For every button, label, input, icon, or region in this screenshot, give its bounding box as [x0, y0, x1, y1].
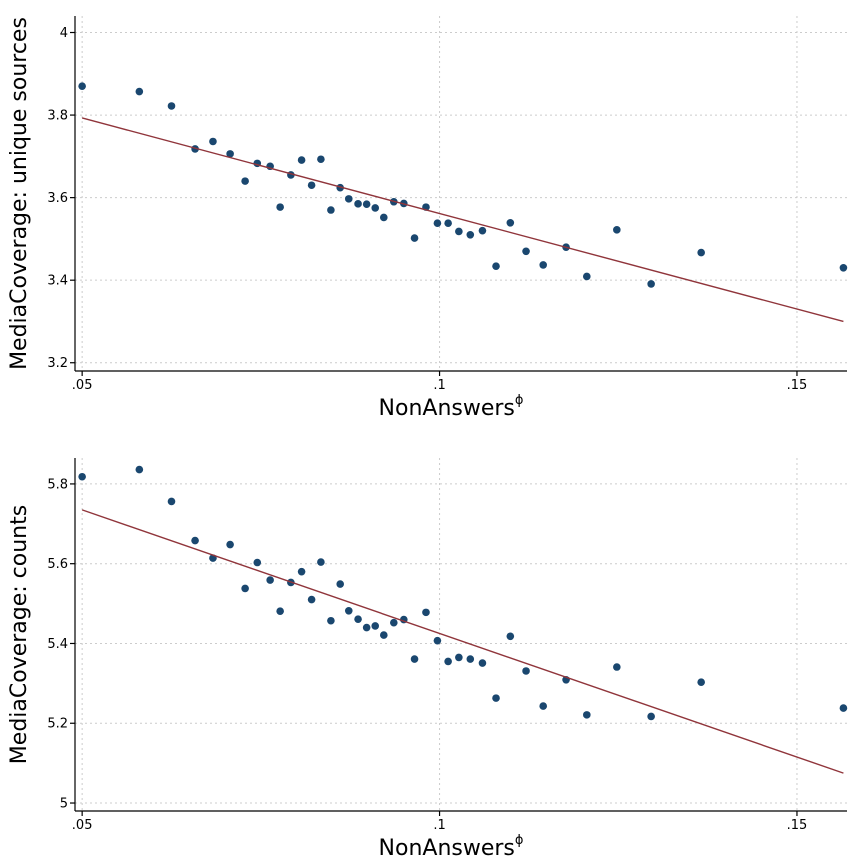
x-tick-label: .1	[433, 818, 445, 833]
data-point	[390, 618, 398, 627]
data-point	[371, 622, 380, 630]
data-point	[444, 657, 452, 666]
data-point	[647, 712, 655, 721]
data-point	[276, 607, 284, 615]
x-tick-label: .05	[72, 818, 93, 833]
y-tick-label: 3.8	[47, 109, 68, 124]
y-axis-title: MediaCoverage: counts	[7, 505, 32, 764]
data-point	[539, 261, 548, 269]
data-point	[697, 248, 705, 257]
data-point	[583, 272, 591, 281]
data-point	[422, 608, 430, 617]
fit-line	[81, 509, 844, 774]
y-axis-title: MediaCoverage: unique sources	[7, 17, 32, 370]
data-point	[317, 155, 325, 164]
data-point	[167, 497, 176, 506]
x-tick-label: .15	[787, 818, 808, 833]
data-point	[241, 584, 249, 593]
y-tick-label: 5.2	[47, 717, 68, 732]
data-point	[78, 472, 86, 481]
data-point	[380, 631, 388, 639]
data-point	[839, 264, 848, 272]
data-point	[522, 667, 530, 675]
data-point	[371, 204, 380, 212]
data-point	[344, 606, 353, 615]
data-point	[362, 623, 371, 632]
data-point	[226, 150, 234, 158]
data-point	[226, 540, 234, 549]
data-point	[266, 576, 274, 584]
data-point	[455, 653, 463, 662]
data-point	[167, 102, 176, 110]
data-point	[135, 465, 144, 474]
data-point	[410, 655, 419, 663]
data-point	[506, 219, 515, 227]
data-point	[327, 206, 335, 214]
y-tick-label: 5.4	[47, 637, 68, 652]
x-tick-label: .15	[787, 378, 808, 393]
data-point	[191, 536, 199, 545]
data-point	[539, 702, 548, 710]
data-point	[354, 615, 362, 623]
data-point	[253, 558, 262, 567]
data-point	[135, 87, 144, 96]
data-point	[433, 636, 442, 645]
y-tick-label: 3.2	[47, 356, 68, 371]
data-point	[466, 655, 475, 663]
data-point	[697, 678, 705, 686]
data-point	[297, 156, 306, 164]
data-point	[241, 177, 249, 185]
data-point	[613, 663, 621, 671]
data-point	[444, 219, 452, 228]
data-point	[492, 262, 500, 270]
data-point	[78, 82, 86, 90]
data-point	[307, 181, 316, 190]
y-tick-label: 5	[60, 797, 68, 812]
data-point	[209, 137, 217, 146]
data-point	[317, 558, 325, 566]
fit-line	[81, 117, 844, 323]
data-point	[466, 230, 475, 239]
data-point	[647, 280, 655, 288]
y-tick-label: 3.4	[47, 274, 68, 289]
y-tick-label: 3.6	[47, 191, 68, 206]
y-tick-label: 5.8	[47, 477, 68, 492]
data-point	[839, 704, 848, 712]
y-tick-label: 4	[60, 26, 68, 41]
data-point	[327, 616, 335, 625]
chart-panel-2: 5 5.2 5.4 5.6 5.8 .05 .1 .15 NonAnswersϕ MediaCov…	[7, 458, 848, 861]
data-point	[433, 219, 442, 228]
data-point	[380, 213, 388, 222]
x-tick-label: .05	[72, 378, 93, 393]
data-point	[478, 226, 487, 235]
data-point	[276, 203, 284, 211]
data-point	[307, 595, 316, 604]
data-point	[506, 632, 515, 641]
data-point	[613, 226, 621, 234]
data-point	[455, 227, 463, 236]
data-point	[522, 247, 530, 256]
x-tick-label: .1	[433, 378, 445, 393]
y-tick-label: 5.6	[47, 557, 68, 572]
data-point	[297, 567, 306, 576]
data-point	[478, 659, 487, 667]
data-point	[344, 195, 353, 203]
data-point	[583, 711, 591, 719]
data-point	[336, 580, 344, 588]
x-axis-title: NonAnswersϕ	[379, 833, 524, 861]
data-point	[492, 694, 500, 702]
x-axis-title: NonAnswersϕ	[379, 393, 524, 421]
data-point	[354, 200, 362, 208]
data-point	[362, 200, 371, 209]
chart-panel-1: 3.2 3.4 3.6 3.8 4 .05 .1 .15 NonAnswersϕ MediaCov…	[7, 16, 848, 421]
data-point	[410, 234, 419, 242]
